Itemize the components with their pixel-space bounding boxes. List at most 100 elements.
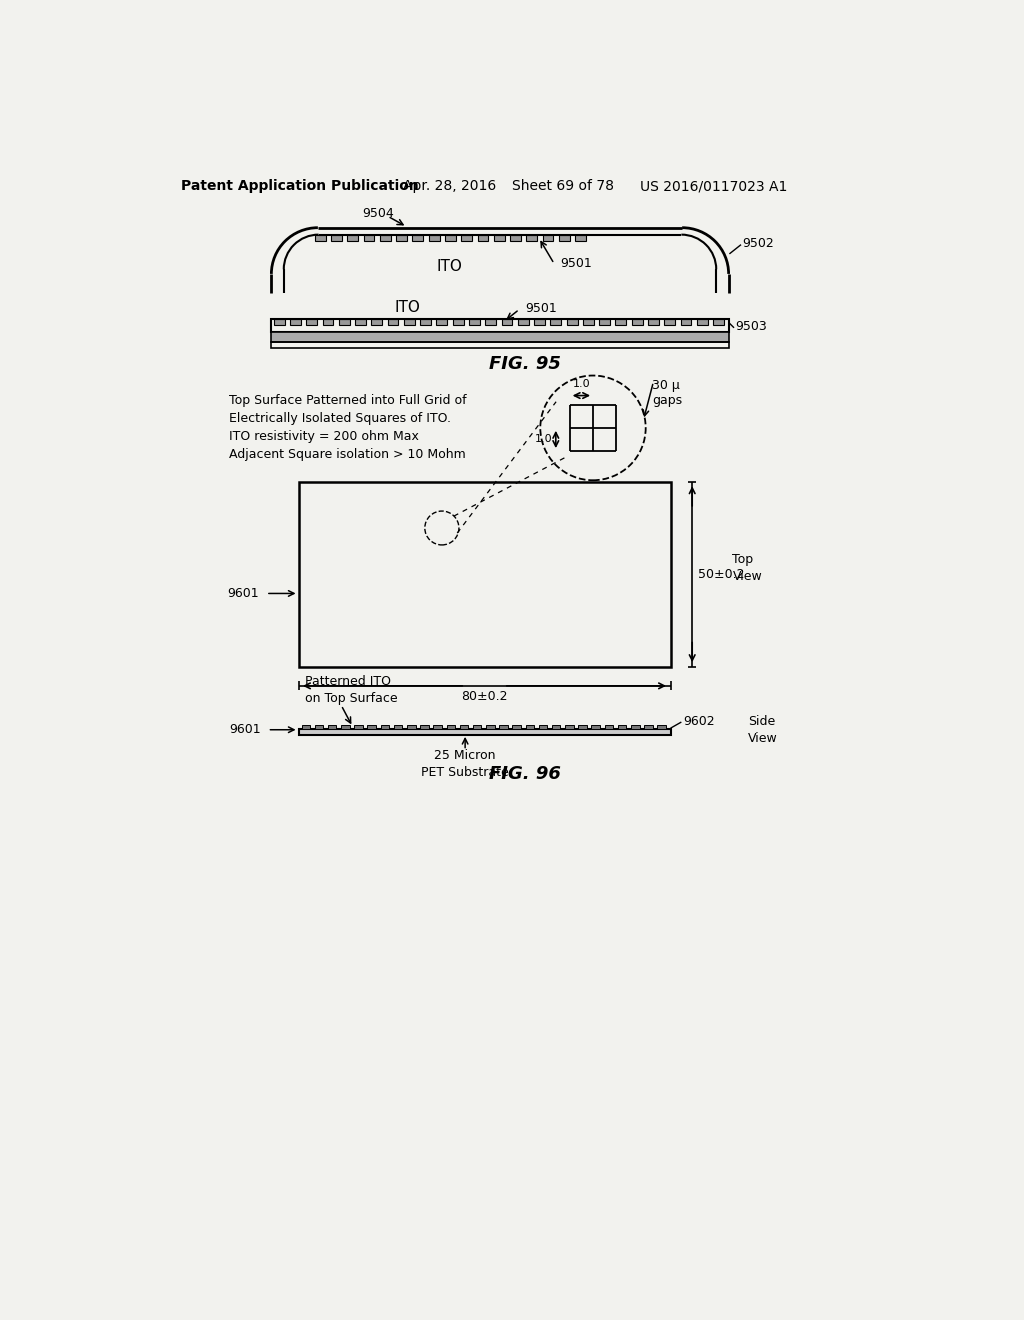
Bar <box>632 318 643 325</box>
Bar <box>372 318 382 325</box>
Bar <box>535 318 545 325</box>
Text: ITO: ITO <box>436 259 463 273</box>
Text: 9503: 9503 <box>735 319 767 333</box>
Bar <box>681 318 691 325</box>
Text: 9504: 9504 <box>362 207 394 220</box>
Bar <box>323 318 334 325</box>
Text: ITO: ITO <box>394 300 420 315</box>
Bar <box>615 318 627 325</box>
Text: Top Surface Patterned into Full Grid of
Electrically Isolated Squares of ITO.
IT: Top Surface Patterned into Full Grid of … <box>228 395 466 462</box>
Bar <box>403 318 415 325</box>
Bar <box>341 725 349 730</box>
Bar <box>617 725 627 730</box>
Bar <box>433 725 442 730</box>
Bar <box>583 318 594 325</box>
Bar <box>485 318 496 325</box>
Bar <box>306 318 317 325</box>
Bar <box>299 482 671 667</box>
Bar <box>396 235 407 240</box>
Bar <box>500 725 508 730</box>
Bar <box>271 331 729 342</box>
Bar <box>446 725 455 730</box>
Bar <box>550 318 561 325</box>
Bar <box>314 725 324 730</box>
Bar <box>510 235 521 240</box>
Bar <box>657 725 666 730</box>
Bar <box>648 318 658 325</box>
Bar <box>271 318 729 331</box>
Text: FIG. 95: FIG. 95 <box>488 355 561 374</box>
Bar <box>494 235 505 240</box>
Bar <box>328 725 337 730</box>
Bar <box>713 318 724 325</box>
Text: Patterned ITO
on Top Surface: Patterned ITO on Top Surface <box>305 675 397 705</box>
Bar <box>469 318 480 325</box>
Text: 9502: 9502 <box>742 236 774 249</box>
Bar <box>579 725 587 730</box>
Bar <box>420 725 429 730</box>
Bar <box>604 725 613 730</box>
Text: FIG. 96: FIG. 96 <box>488 766 561 783</box>
Bar <box>526 235 538 240</box>
Bar <box>502 318 512 325</box>
Text: 80±0.2: 80±0.2 <box>461 690 508 704</box>
Bar <box>445 235 456 240</box>
Bar <box>368 725 376 730</box>
Bar <box>539 725 547 730</box>
Text: 9601: 9601 <box>227 587 259 601</box>
Bar <box>331 235 342 240</box>
Bar <box>314 235 326 240</box>
Bar <box>461 235 472 240</box>
Bar <box>339 318 349 325</box>
Bar <box>477 235 488 240</box>
Bar <box>697 318 708 325</box>
Text: Sheet 69 of 78: Sheet 69 of 78 <box>512 180 613 193</box>
Bar <box>566 318 578 325</box>
Bar <box>394 725 402 730</box>
Bar <box>380 235 391 240</box>
Bar <box>290 318 301 325</box>
Text: Top
View: Top View <box>732 553 762 583</box>
Bar <box>381 725 389 730</box>
Bar <box>599 318 610 325</box>
Text: Apr. 28, 2016: Apr. 28, 2016 <box>403 180 497 193</box>
Text: 1.0: 1.0 <box>572 379 590 388</box>
Text: 9501: 9501 <box>560 257 592 271</box>
Bar <box>565 725 573 730</box>
Bar <box>407 725 416 730</box>
Text: Patent Application Publication: Patent Application Publication <box>180 180 419 193</box>
Text: 1.0: 1.0 <box>536 434 553 445</box>
Bar <box>559 235 569 240</box>
Bar <box>436 318 447 325</box>
Bar <box>592 725 600 730</box>
Bar <box>271 342 729 348</box>
Bar <box>473 725 481 730</box>
Text: 9602: 9602 <box>683 714 715 727</box>
Bar <box>486 725 495 730</box>
Bar <box>512 725 521 730</box>
Text: 9501: 9501 <box>524 302 557 315</box>
Bar <box>631 725 640 730</box>
Bar <box>453 318 464 325</box>
Text: Side
View: Side View <box>748 714 778 744</box>
Bar <box>644 725 652 730</box>
Bar <box>299 730 671 735</box>
Text: 50±0.2: 50±0.2 <box>697 568 744 581</box>
Bar <box>354 725 362 730</box>
Text: 9601: 9601 <box>228 723 260 737</box>
Bar <box>413 235 423 240</box>
Bar <box>543 235 554 240</box>
Bar <box>355 318 366 325</box>
Bar <box>388 318 398 325</box>
Bar <box>273 318 285 325</box>
Bar <box>525 725 535 730</box>
Bar <box>347 235 358 240</box>
Text: 25 Micron
PET Substrate: 25 Micron PET Substrate <box>421 750 509 779</box>
Text: US 2016/0117023 A1: US 2016/0117023 A1 <box>640 180 786 193</box>
Bar <box>420 318 431 325</box>
Bar <box>364 235 375 240</box>
Bar <box>518 318 528 325</box>
Bar <box>665 318 675 325</box>
Bar <box>552 725 560 730</box>
Bar <box>429 235 439 240</box>
